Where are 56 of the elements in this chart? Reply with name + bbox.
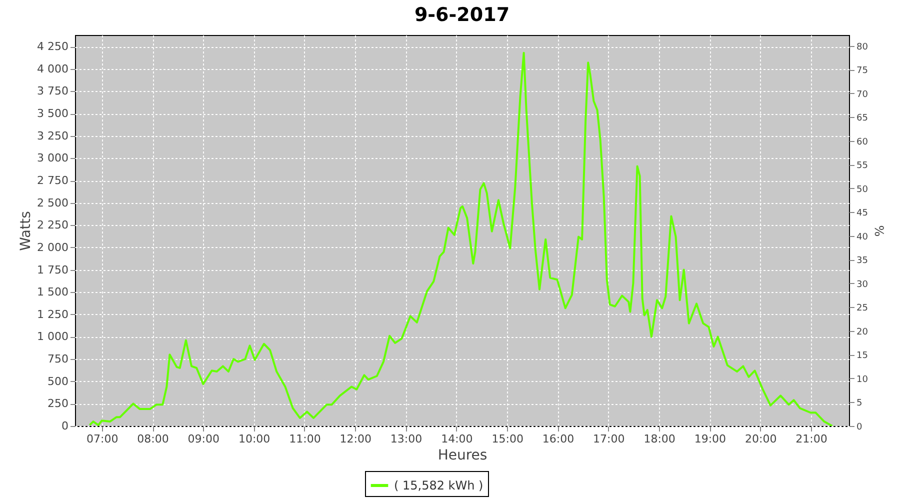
y-tick-label: 2 500 [37, 196, 68, 210]
x-tick-label: 16:00 [542, 432, 574, 446]
x-tick-label: 09:00 [188, 432, 220, 446]
y-tick-label: 2 750 [37, 174, 68, 188]
x-tick-label: 19:00 [694, 432, 726, 446]
y2-tick-label: 40 [856, 232, 868, 242]
x-tick-label: 21:00 [796, 432, 828, 446]
y-tick-label: 1 750 [37, 263, 68, 276]
chart-title: 9-6-2017 [414, 4, 510, 26]
y2-tick-label: 10 [856, 374, 868, 385]
y2-tick-label: 0 [856, 422, 862, 432]
y-tick-label: 500 [48, 374, 68, 388]
x-tick-label: 18:00 [644, 432, 676, 446]
y-tick-label: 1 000 [37, 330, 68, 344]
y-tick-label: 250 [48, 397, 68, 410]
x-tick-label: 07:00 [86, 432, 118, 446]
y2-tick-label: 50 [856, 184, 868, 195]
y-tick-label: 4 000 [37, 62, 68, 76]
y2-tick-label: 20 [856, 327, 868, 338]
x-tick-label: 20:00 [745, 432, 777, 446]
x-tick-label: 11:00 [289, 432, 321, 446]
y2-tick-label: 30 [856, 280, 868, 290]
x-tick-label: 15:00 [492, 432, 524, 446]
y2-tick-label: 45 [856, 208, 868, 219]
x-tick-label: 08:00 [137, 432, 169, 446]
y-tick-label: 2 250 [37, 218, 68, 232]
y-tick-label: 4 250 [37, 40, 68, 54]
y-tick-label: 750 [48, 352, 68, 366]
y-tick-label: 1 500 [37, 286, 68, 299]
y2-tick-label: 70 [856, 90, 868, 100]
y2-tick-label: 75 [856, 66, 868, 76]
y-tick-label: 3 000 [37, 152, 68, 165]
y-tick-label: 3 250 [37, 129, 68, 142]
y2-axis-title: % [872, 225, 886, 237]
x-tick-label: 13:00 [390, 432, 422, 446]
y-tick-label: 0 [62, 420, 68, 432]
legend-label: ( 15,582 kWh ) [394, 478, 484, 492]
y2-tick-label: 65 [856, 114, 868, 124]
x-tick-label: 12:00 [340, 432, 372, 446]
y2-tick-label: 35 [856, 256, 868, 266]
x-tick-label: 14:00 [441, 432, 473, 446]
y-tick-label: 2 000 [37, 240, 68, 254]
line-series [88, 52, 834, 426]
y2-tick-label: 15 [856, 351, 868, 362]
y-axis-title: Watts [18, 211, 34, 251]
y2-tick-label: 25 [856, 304, 868, 314]
y2-tick-label: 55 [856, 161, 868, 172]
y2-tick-label: 5 [856, 398, 862, 409]
y-tick-label: 3 500 [37, 107, 68, 120]
y2-tick-label: 80 [856, 42, 868, 52]
y-tick-label: 1 250 [37, 308, 68, 321]
x-tick-label: 17:00 [593, 432, 625, 446]
y2-tick-label: 60 [856, 137, 868, 148]
x-tick-label: 10:00 [238, 432, 270, 446]
x-axis-title: Heures [438, 448, 488, 464]
y-tick-label: 3 750 [37, 84, 68, 98]
